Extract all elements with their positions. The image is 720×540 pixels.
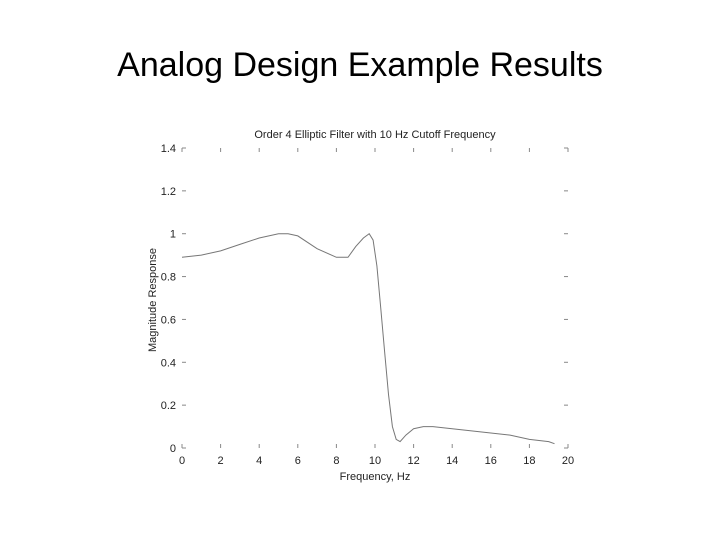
x-tick-label: 12 <box>407 455 419 467</box>
y-tick-label: 0.8 <box>161 272 176 284</box>
y-tick-label: 0.4 <box>161 357 176 369</box>
x-tick-label: 20 <box>562 455 574 467</box>
y-tick-label: 1 <box>170 229 176 241</box>
y-tick-label: 0.6 <box>161 314 176 326</box>
x-tick-label: 14 <box>446 455 458 467</box>
x-tick-label: 6 <box>295 455 301 467</box>
x-tick-label: 2 <box>218 455 224 467</box>
x-tick-label: 0 <box>179 455 185 467</box>
x-tick-label: 8 <box>333 455 339 467</box>
y-tick-label: 0.2 <box>161 400 176 412</box>
chart-title: Order 4 Elliptic Filter with 10 Hz Cutof… <box>254 129 496 141</box>
series-line <box>181 232 555 445</box>
series-layer <box>181 232 555 445</box>
y-axis-label: Magnitude Response <box>147 248 159 352</box>
tick-layer <box>181 147 569 449</box>
y-tick-label: 0 <box>170 443 176 455</box>
x-tick-label: 4 <box>256 455 262 467</box>
x-axis-label: Frequency, Hz <box>340 471 411 483</box>
y-tick-label: 1.4 <box>161 143 176 155</box>
x-tick-label: 18 <box>523 455 535 467</box>
x-tick-label: 10 <box>369 455 381 467</box>
label-layer: 0 0.2 0.4 0.6 0.8 1 1.2 1.4 0 2 4 6 8 10 12 14 16 18 20 <box>161 143 574 467</box>
slide-title: Analog Design Example Results <box>117 46 603 84</box>
y-tick-label: 1.2 <box>161 186 176 198</box>
x-tick-label: 16 <box>485 455 497 467</box>
